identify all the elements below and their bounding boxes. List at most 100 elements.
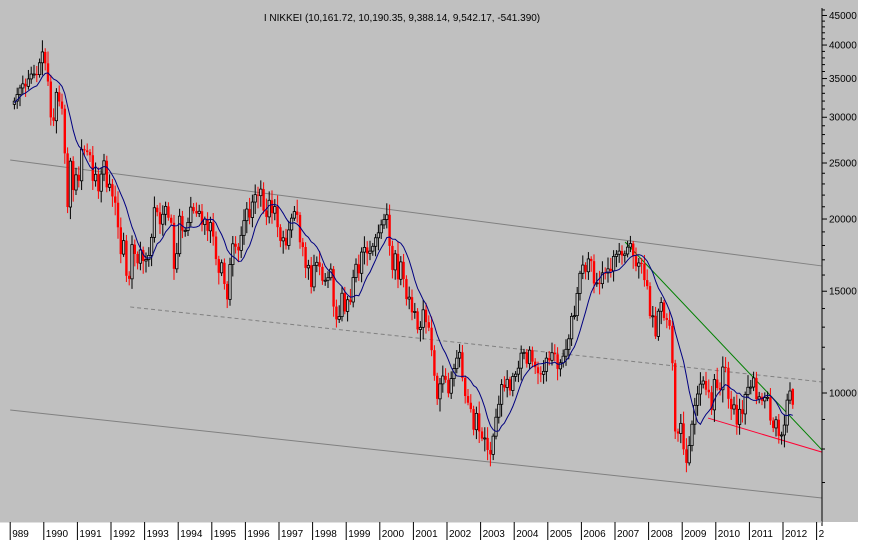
candle <box>195 202 198 217</box>
candle-body <box>35 74 38 76</box>
candle <box>212 213 215 246</box>
candle-body <box>312 264 316 288</box>
candle <box>163 201 168 226</box>
candle-body <box>413 311 417 313</box>
candle-body <box>200 211 204 225</box>
candle <box>503 376 506 392</box>
candle-body <box>743 394 747 415</box>
candle <box>791 388 794 409</box>
candle-body <box>228 264 232 300</box>
candle-body <box>130 244 134 280</box>
candle-body <box>489 449 492 455</box>
candle-body <box>99 173 103 192</box>
candle <box>668 311 671 330</box>
candle-body <box>181 216 184 231</box>
candle-body <box>52 117 55 121</box>
candle <box>24 78 27 97</box>
candle <box>421 299 425 340</box>
y-tick-label: 25000 <box>829 159 857 170</box>
candle-body <box>40 51 45 64</box>
candle-body <box>438 383 442 400</box>
candle-body <box>379 224 383 234</box>
candle-body <box>721 366 725 391</box>
candles <box>12 40 794 473</box>
candle <box>701 376 705 389</box>
candle-body <box>581 264 585 274</box>
candle <box>698 372 703 406</box>
candle-body <box>68 160 72 208</box>
candle <box>219 259 224 277</box>
candle <box>469 394 472 413</box>
candle-body <box>427 322 430 328</box>
candle <box>735 394 738 435</box>
candle <box>687 436 691 466</box>
candle <box>396 241 400 289</box>
candle <box>721 356 725 403</box>
candle-body <box>444 376 447 380</box>
candle <box>200 204 204 232</box>
moving-average-line <box>14 72 793 432</box>
candle-body <box>362 247 367 253</box>
candle-body <box>393 253 397 271</box>
x-tick-label: 2010 <box>718 529 741 540</box>
candle <box>248 197 251 225</box>
candle-body <box>152 207 156 238</box>
candle <box>654 306 657 339</box>
candle-body <box>405 278 408 300</box>
candle <box>312 254 316 292</box>
candle <box>125 234 128 282</box>
candle-body <box>108 183 112 188</box>
candle-body <box>567 338 571 350</box>
candle <box>777 413 780 444</box>
candle-body <box>606 268 610 274</box>
candle <box>250 194 254 228</box>
candle-body <box>696 393 700 406</box>
candle-body <box>564 348 568 357</box>
candle <box>461 344 464 382</box>
candle <box>457 344 462 368</box>
x-tick-label: 2000 <box>382 529 405 540</box>
candle-body <box>542 370 546 375</box>
candle-body <box>326 277 330 281</box>
candle-body <box>371 245 375 252</box>
x-tick-label: 2011 <box>751 529 773 540</box>
candle <box>318 251 321 276</box>
candle <box>12 97 16 110</box>
candle <box>755 371 758 405</box>
candle <box>142 246 145 274</box>
candle <box>567 334 571 360</box>
candle-body <box>306 264 311 269</box>
candle-body <box>337 316 341 320</box>
candle <box>152 196 156 243</box>
candle <box>239 226 243 259</box>
candle-body <box>550 352 554 361</box>
candle <box>382 213 386 230</box>
candle-body <box>643 263 646 281</box>
candle-body <box>536 367 540 374</box>
candle-body <box>461 352 464 378</box>
candle <box>590 256 593 272</box>
candle <box>763 392 767 409</box>
candle-body <box>474 412 479 431</box>
candle-body <box>12 100 16 105</box>
candle <box>29 66 33 84</box>
candle <box>91 146 94 190</box>
candle-body <box>72 161 75 191</box>
candle <box>270 190 274 224</box>
candle <box>741 400 744 423</box>
candle <box>170 214 173 226</box>
candle <box>359 247 364 283</box>
candle-body <box>177 215 182 255</box>
candle <box>716 367 719 391</box>
candle-body <box>698 383 703 395</box>
candle <box>310 256 313 294</box>
candle-body <box>763 397 767 402</box>
x-tick-label: 989 <box>12 529 29 540</box>
candle-body <box>267 199 271 218</box>
candle-body <box>58 92 61 102</box>
candle <box>315 256 319 273</box>
candle-body <box>590 258 593 262</box>
candle-body <box>766 396 770 399</box>
candle-body <box>628 243 633 248</box>
candle-body <box>292 211 297 219</box>
